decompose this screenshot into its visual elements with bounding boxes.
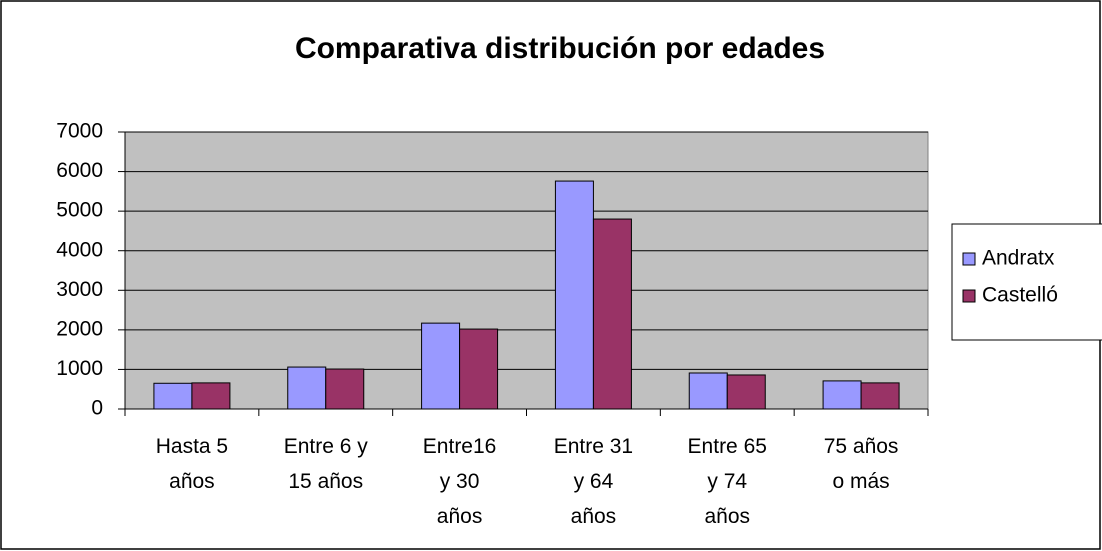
y-tick-label: 3000 xyxy=(56,278,103,301)
bar xyxy=(153,382,193,410)
y-tick-label: 6000 xyxy=(56,159,103,182)
bar xyxy=(421,322,461,410)
chart-title: Comparativa distribución por edades xyxy=(295,32,825,65)
legend-label: Andratx xyxy=(982,247,1055,270)
legend-swatch xyxy=(962,252,976,266)
x-tick-label: Hasta 5 años xyxy=(156,435,228,493)
bar xyxy=(459,328,499,410)
y-tick-label: 7000 xyxy=(56,120,103,143)
bar xyxy=(554,180,594,410)
bar xyxy=(191,382,231,410)
legend-box xyxy=(951,223,1102,341)
bar xyxy=(592,218,632,410)
y-tick-label: 1000 xyxy=(56,357,103,380)
bar xyxy=(726,374,766,410)
bar xyxy=(325,368,365,410)
y-tick-label: 2000 xyxy=(56,317,103,340)
x-tick-label: Entre 65 y 74 años xyxy=(688,435,767,528)
bar xyxy=(860,382,900,410)
x-tick-label: 75 años o más xyxy=(824,435,899,493)
legend-label: Castelló xyxy=(982,284,1058,307)
x-tick-label: Entre 6 y 15 años xyxy=(284,435,369,493)
plot-area xyxy=(124,131,929,410)
y-tick-label: 5000 xyxy=(56,199,103,222)
bar xyxy=(822,380,862,410)
bar xyxy=(688,372,728,410)
legend-swatch xyxy=(962,289,976,303)
y-tick-label: 0 xyxy=(91,397,103,420)
x-tick-label: Entre 31 y 64 años xyxy=(554,435,633,528)
x-tick-label: Entre16 y 30 años xyxy=(423,435,497,528)
y-tick-label: 4000 xyxy=(56,238,103,261)
bar xyxy=(287,366,327,410)
